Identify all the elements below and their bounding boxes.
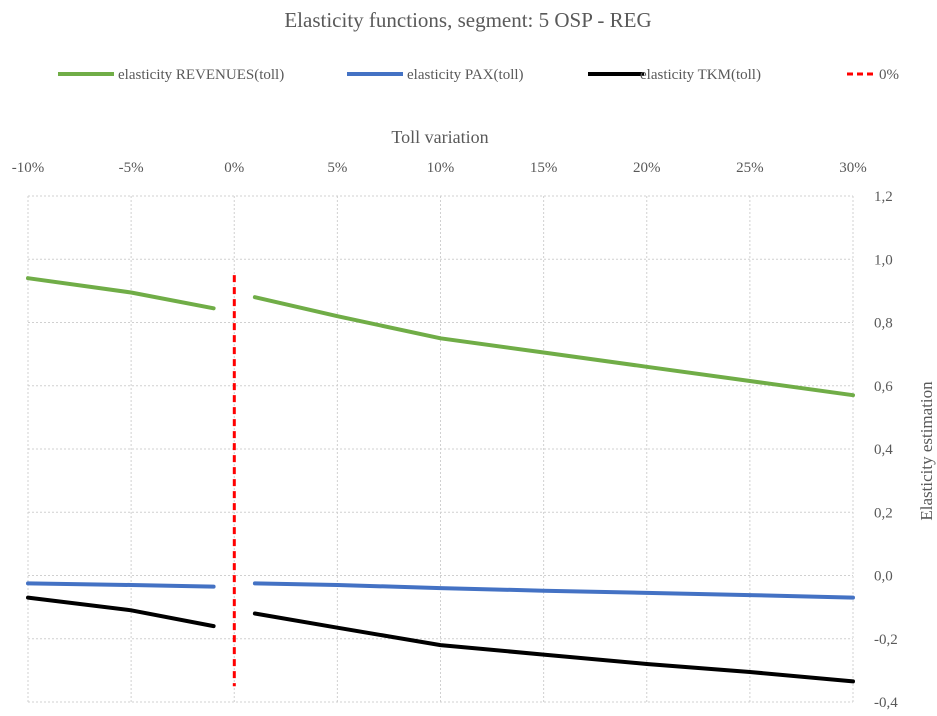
series-line-1-segment-0 bbox=[26, 581, 216, 589]
series-line-2-segment-1 bbox=[252, 611, 855, 684]
x-tick-label: 30% bbox=[839, 160, 867, 176]
x-tick-label: -10% bbox=[12, 160, 45, 176]
series-lines bbox=[26, 275, 855, 687]
legend-label-2: elasticity TKM(toll) bbox=[640, 67, 761, 83]
y-tick-label: 0,4 bbox=[874, 442, 893, 458]
x-tick-label: -5% bbox=[119, 160, 144, 176]
y-tick-label: -0,4 bbox=[874, 695, 898, 711]
y-tick-label: 0,8 bbox=[874, 316, 893, 332]
legend-label-1: elasticity PAX(toll) bbox=[407, 67, 524, 83]
x-tick-label: 25% bbox=[736, 160, 764, 176]
legend-label-3: 0% bbox=[879, 67, 899, 83]
x-tick-label: 20% bbox=[633, 160, 661, 176]
gridlines bbox=[27, 195, 854, 703]
legend-label-0: elasticity REVENUES(toll) bbox=[118, 67, 284, 83]
series-line-2-segment-0 bbox=[26, 595, 216, 629]
x-tick-label: 5% bbox=[327, 160, 347, 176]
y-tick-label: 0,0 bbox=[874, 569, 893, 585]
series-line-0-segment-1 bbox=[252, 295, 855, 398]
x-tick-label: 10% bbox=[427, 160, 455, 176]
legend: elasticity REVENUES(toll) elasticity PAX(… bbox=[58, 67, 899, 83]
y-tick-label: 1,0 bbox=[874, 252, 893, 268]
series-line-1-segment-1 bbox=[252, 581, 855, 600]
chart-title: Elasticity functions, segment: 5 OSP - R… bbox=[284, 8, 651, 32]
y-tick-label: -0,2 bbox=[874, 632, 898, 648]
x-tick-labels: -10% -5% 0% 5% 10% 15% 20% 25% 30% bbox=[12, 160, 867, 176]
y-tick-label: 1,2 bbox=[874, 189, 893, 205]
y-axis-label: Elasticity estimation bbox=[917, 381, 936, 521]
y-tick-labels: 1,2 1,0 0,8 0,6 0,4 0,2 0,0 -0,2 -0,4 bbox=[874, 189, 898, 711]
y-tick-label: 0,6 bbox=[874, 379, 893, 395]
x-tick-label: 15% bbox=[530, 160, 558, 176]
series-line-0-segment-0 bbox=[26, 276, 216, 311]
x-axis-label: Toll variation bbox=[391, 127, 488, 147]
y-tick-label: 0,2 bbox=[874, 505, 893, 521]
x-tick-label: 0% bbox=[224, 160, 244, 176]
